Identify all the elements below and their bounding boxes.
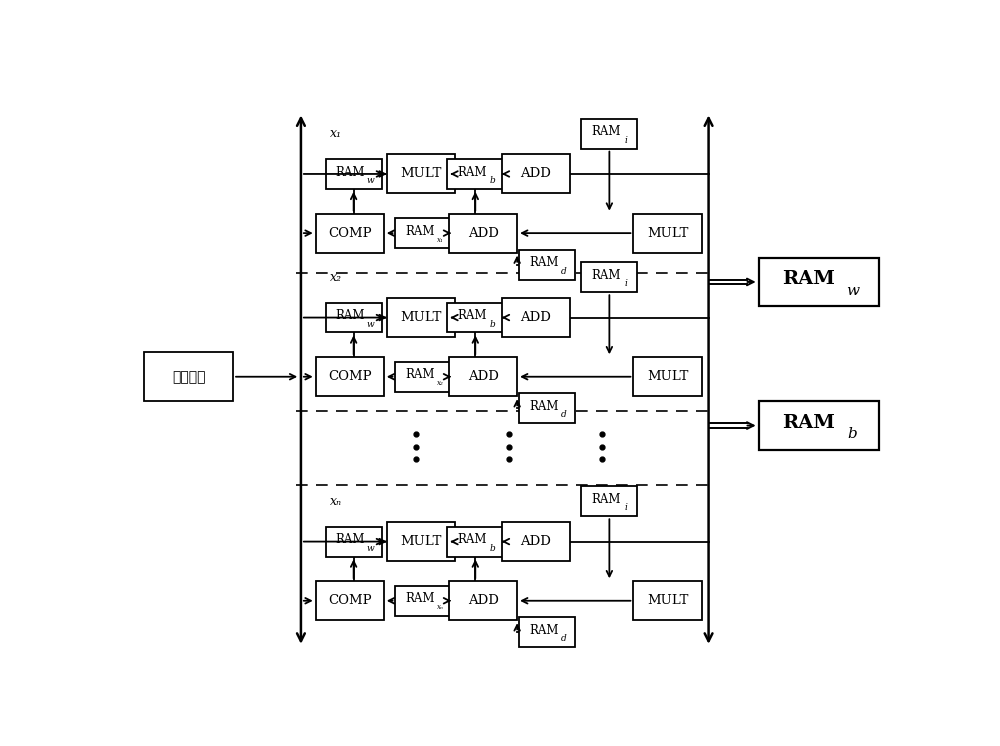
Text: ADD: ADD <box>520 167 551 181</box>
Text: RAM: RAM <box>591 269 621 282</box>
Text: RAM: RAM <box>529 400 559 413</box>
Text: MULT: MULT <box>647 227 688 239</box>
Text: RAM: RAM <box>457 166 487 179</box>
FancyBboxPatch shape <box>395 362 451 392</box>
Text: w: w <box>366 544 374 553</box>
FancyBboxPatch shape <box>449 213 517 253</box>
FancyBboxPatch shape <box>519 618 575 648</box>
Text: d: d <box>561 634 567 643</box>
FancyBboxPatch shape <box>395 218 451 248</box>
Text: MULT: MULT <box>647 370 688 383</box>
FancyBboxPatch shape <box>519 250 575 280</box>
Text: w: w <box>846 283 859 298</box>
FancyBboxPatch shape <box>387 298 455 337</box>
Text: d: d <box>561 410 567 419</box>
Text: COMP: COMP <box>328 370 372 383</box>
Text: i: i <box>625 280 628 289</box>
Text: b: b <box>489 319 495 329</box>
Text: i: i <box>625 136 628 145</box>
FancyBboxPatch shape <box>759 401 879 450</box>
Text: ADD: ADD <box>520 311 551 324</box>
FancyBboxPatch shape <box>316 213 384 253</box>
FancyBboxPatch shape <box>633 357 702 396</box>
FancyBboxPatch shape <box>447 527 503 557</box>
FancyBboxPatch shape <box>449 357 517 396</box>
Text: RAM: RAM <box>336 533 365 546</box>
Text: RAM: RAM <box>405 592 435 606</box>
Text: RAM: RAM <box>405 225 435 238</box>
FancyBboxPatch shape <box>581 263 637 292</box>
Text: x₁: x₁ <box>437 236 443 244</box>
Text: ADD: ADD <box>520 535 551 548</box>
FancyBboxPatch shape <box>633 581 702 620</box>
FancyBboxPatch shape <box>447 159 503 189</box>
FancyBboxPatch shape <box>316 357 384 396</box>
FancyBboxPatch shape <box>759 257 879 307</box>
Text: MULT: MULT <box>647 595 688 607</box>
Text: i: i <box>625 504 628 513</box>
Text: RAM: RAM <box>529 624 559 637</box>
Text: x₁: x₁ <box>330 127 342 140</box>
Text: MULT: MULT <box>400 167 442 181</box>
Text: MULT: MULT <box>400 535 442 548</box>
Text: RAM: RAM <box>591 493 621 506</box>
Text: RAM: RAM <box>783 413 835 432</box>
Text: RAM: RAM <box>336 166 365 179</box>
FancyBboxPatch shape <box>519 393 575 423</box>
Text: RAM: RAM <box>591 125 621 139</box>
FancyBboxPatch shape <box>449 581 517 620</box>
FancyBboxPatch shape <box>326 527 382 557</box>
Text: xₙ: xₙ <box>330 495 342 508</box>
FancyBboxPatch shape <box>326 303 382 333</box>
FancyBboxPatch shape <box>395 586 451 615</box>
FancyBboxPatch shape <box>581 486 637 516</box>
Text: d: d <box>561 267 567 276</box>
FancyBboxPatch shape <box>387 522 455 561</box>
Text: x₂: x₂ <box>437 379 443 387</box>
Text: COMP: COMP <box>328 227 372 239</box>
Text: x₂: x₂ <box>330 271 342 283</box>
Text: b: b <box>489 544 495 553</box>
FancyBboxPatch shape <box>502 298 570 337</box>
FancyBboxPatch shape <box>326 159 382 189</box>
Text: RAM: RAM <box>336 310 365 322</box>
Text: b: b <box>489 176 495 185</box>
Text: RAM: RAM <box>783 270 835 288</box>
Text: MULT: MULT <box>400 311 442 324</box>
Text: w: w <box>366 176 374 185</box>
FancyBboxPatch shape <box>144 352 233 401</box>
Text: xₙ: xₙ <box>437 604 444 611</box>
FancyBboxPatch shape <box>447 303 503 333</box>
Text: b: b <box>847 427 857 442</box>
FancyBboxPatch shape <box>633 213 702 253</box>
Text: RAM: RAM <box>405 369 435 381</box>
FancyBboxPatch shape <box>316 581 384 620</box>
Text: ADD: ADD <box>468 595 498 607</box>
Text: COMP: COMP <box>328 595 372 607</box>
Text: RAM: RAM <box>529 257 559 269</box>
FancyBboxPatch shape <box>502 522 570 561</box>
Text: RAM: RAM <box>457 533 487 546</box>
Text: w: w <box>366 319 374 329</box>
FancyBboxPatch shape <box>387 154 455 193</box>
Text: ADD: ADD <box>468 370 498 383</box>
Text: ADD: ADD <box>468 227 498 239</box>
FancyBboxPatch shape <box>502 154 570 193</box>
Text: RAM: RAM <box>457 310 487 322</box>
FancyBboxPatch shape <box>581 119 637 148</box>
Text: 数据转换: 数据转换 <box>172 370 205 383</box>
